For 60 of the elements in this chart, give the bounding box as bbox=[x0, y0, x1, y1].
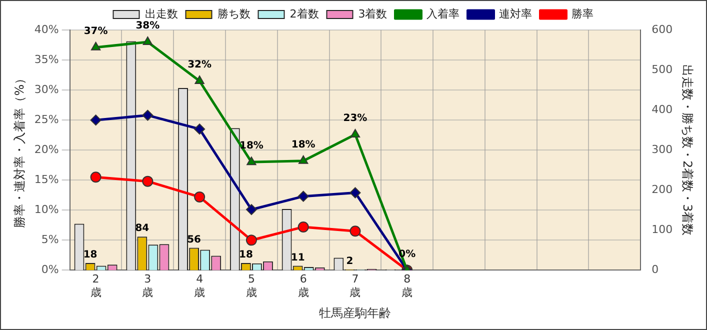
x-tick-label: 8歳 bbox=[402, 272, 413, 299]
legend-label: 入着率 bbox=[426, 7, 460, 20]
y2-tick-label: 200 bbox=[652, 182, 673, 196]
y2-axis-title: 出走数・勝ち数・2着数・3着数 bbox=[680, 64, 695, 236]
legend-label: 連対率 bbox=[499, 7, 532, 20]
y-tick-label: 0% bbox=[41, 263, 59, 276]
y2-tick-label: 0 bbox=[652, 263, 659, 276]
x-tick-label: 5歳 bbox=[246, 272, 257, 299]
y-tick-label: 5% bbox=[41, 233, 59, 246]
x-tick-label: 6歳 bbox=[298, 272, 309, 299]
data-label: 38% bbox=[136, 20, 160, 32]
legend-label: 出走数 bbox=[144, 7, 178, 20]
legend-label: 勝ち数 bbox=[217, 7, 250, 20]
data-label: 11 bbox=[290, 252, 305, 264]
point bbox=[298, 155, 308, 164]
y-tick-label: 20% bbox=[34, 142, 59, 156]
x-tick-label: 3歳 bbox=[142, 272, 154, 299]
legend-label: 2着数 bbox=[290, 7, 319, 20]
point bbox=[90, 114, 102, 126]
x-tick-label: 4歳 bbox=[194, 272, 206, 299]
point bbox=[350, 226, 361, 237]
data-label: 2 bbox=[346, 256, 354, 267]
y2-tick-label: 500 bbox=[652, 62, 673, 76]
y-tick-label: 25% bbox=[34, 112, 59, 126]
data-label: 37% bbox=[84, 26, 108, 38]
point bbox=[90, 172, 102, 183]
y2-tick-label: 400 bbox=[652, 102, 673, 116]
point bbox=[142, 176, 154, 187]
point bbox=[246, 204, 257, 216]
point bbox=[142, 110, 154, 121]
x-tick-label: 2 歳 bbox=[90, 272, 102, 299]
x-axis-title: 牡馬産駒年齢 bbox=[319, 306, 392, 320]
point bbox=[298, 190, 309, 202]
y2-tick-label: 600 bbox=[652, 22, 673, 36]
y-axis-title: 勝率・連対率・入着率（%） bbox=[12, 72, 26, 228]
y-tick-label: 10% bbox=[34, 203, 59, 216]
data-label: 18% bbox=[291, 140, 316, 151]
legend-label: 勝率 bbox=[572, 7, 594, 20]
y-tick-label: 30% bbox=[34, 82, 59, 96]
y2-tick-label: 300 bbox=[652, 142, 673, 156]
y-tick-label: 40% bbox=[34, 22, 59, 36]
data-label: 23% bbox=[343, 113, 368, 124]
data-label: 18 bbox=[238, 250, 253, 261]
point bbox=[298, 221, 309, 232]
point bbox=[350, 187, 361, 198]
point bbox=[194, 191, 206, 202]
y-tick-label: 15% bbox=[34, 172, 59, 186]
legend-label: 3着数 bbox=[358, 7, 388, 20]
data-label: 32% bbox=[188, 60, 212, 71]
x-tick-label: 7歳 bbox=[350, 272, 361, 299]
point bbox=[142, 36, 153, 46]
point bbox=[350, 128, 360, 138]
point bbox=[194, 76, 204, 84]
point bbox=[194, 124, 206, 135]
data-label: 18 bbox=[83, 250, 98, 261]
point bbox=[90, 42, 101, 50]
point bbox=[246, 234, 257, 246]
point bbox=[246, 156, 256, 166]
y2-tick-label: 100 bbox=[652, 223, 673, 236]
y-tick-label: 35% bbox=[34, 52, 59, 66]
